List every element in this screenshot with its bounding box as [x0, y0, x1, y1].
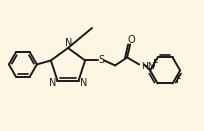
Text: N: N: [80, 78, 87, 88]
Text: F: F: [153, 59, 159, 69]
Text: S: S: [98, 55, 104, 66]
Text: HN: HN: [141, 62, 155, 71]
Text: O: O: [127, 36, 135, 45]
Text: N: N: [49, 78, 56, 88]
Text: N: N: [65, 39, 73, 48]
Text: F: F: [176, 75, 181, 85]
